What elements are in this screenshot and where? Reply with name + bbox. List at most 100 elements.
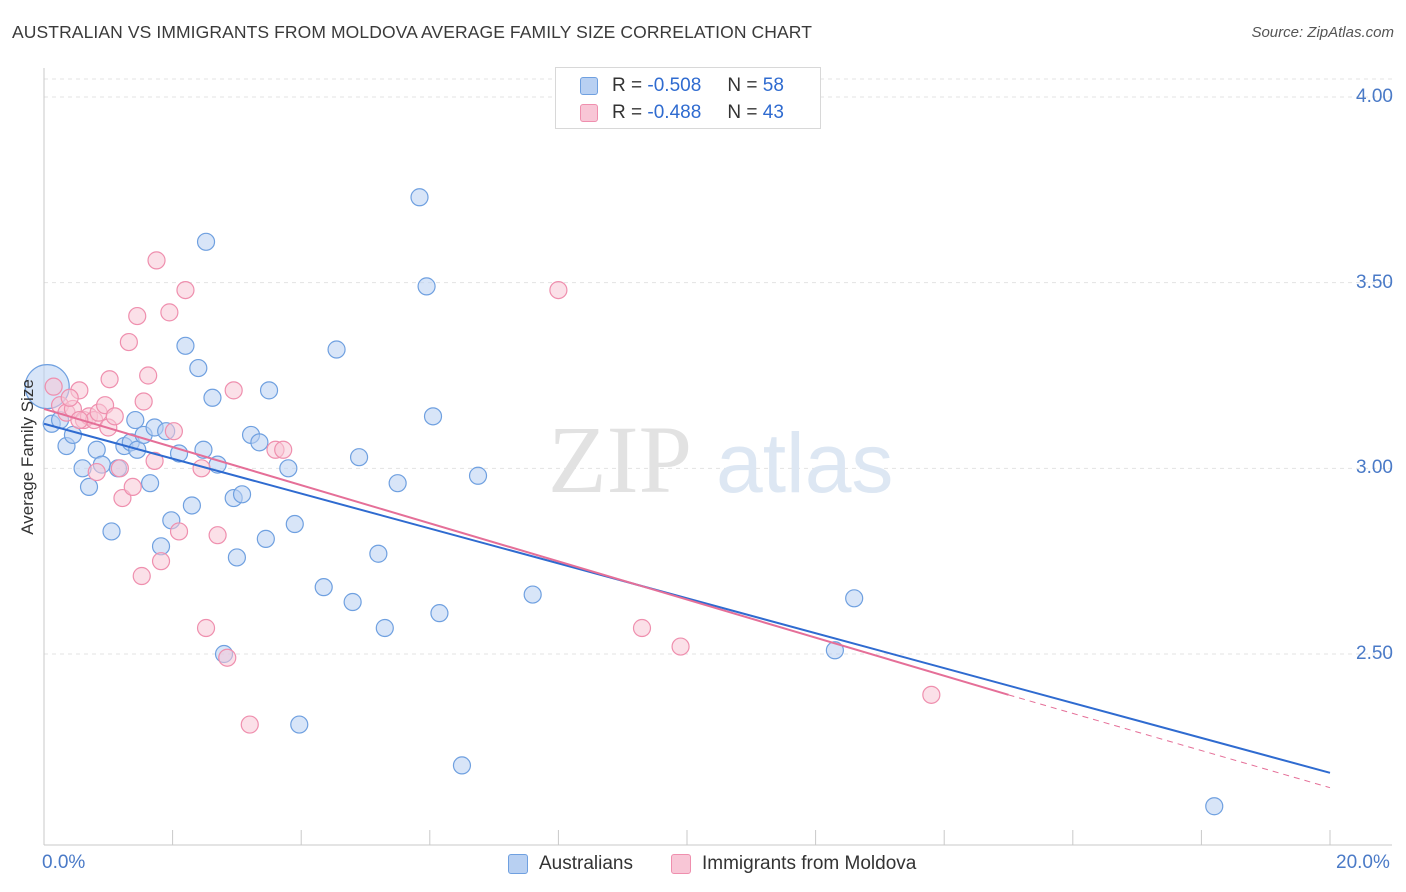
point-australians bbox=[417, 277, 436, 296]
point-moldova bbox=[147, 251, 166, 270]
point-australians bbox=[182, 496, 201, 515]
legend-r-label: R = bbox=[612, 102, 643, 123]
legend-swatch-pink bbox=[580, 104, 598, 122]
data-points bbox=[24, 188, 1224, 816]
point-moldova bbox=[132, 566, 151, 586]
gridlines bbox=[44, 78, 1392, 655]
trend-line-moldova bbox=[43, 407, 1009, 696]
watermark: ZIP atlas bbox=[548, 406, 893, 513]
legend-r-value: -0.508 bbox=[647, 75, 702, 96]
point-moldova bbox=[164, 422, 183, 441]
point-australians bbox=[285, 514, 304, 534]
point-australians bbox=[845, 589, 864, 608]
point-australians bbox=[349, 448, 369, 467]
legend-swatch-blue bbox=[580, 77, 598, 95]
point-australians bbox=[343, 592, 362, 612]
legend-r-value: -0.488 bbox=[647, 102, 702, 123]
point-moldova bbox=[274, 440, 293, 459]
point-moldova bbox=[196, 618, 216, 638]
point-australians bbox=[430, 604, 449, 623]
trend-lines bbox=[43, 407, 1331, 789]
point-moldova bbox=[100, 370, 119, 389]
point-australians bbox=[279, 459, 298, 478]
point-australians bbox=[140, 474, 160, 493]
point-australians bbox=[189, 358, 208, 378]
point-australians bbox=[196, 232, 216, 251]
point-moldova bbox=[151, 552, 171, 571]
point-moldova bbox=[224, 381, 243, 400]
point-moldova bbox=[218, 648, 237, 667]
legend-row-australians: R = -0.508 N = 58 bbox=[580, 74, 784, 98]
point-australians bbox=[314, 578, 333, 597]
axes bbox=[43, 68, 1392, 846]
y-tick-label: 3.00 bbox=[1356, 457, 1393, 479]
point-australians bbox=[290, 715, 309, 734]
point-australians bbox=[79, 477, 99, 496]
legend-n-value: 43 bbox=[762, 102, 784, 123]
legend-row-moldova: R = -0.488 N = 43 bbox=[580, 101, 784, 125]
point-moldova bbox=[60, 388, 79, 407]
watermark-zip: ZIP bbox=[548, 406, 692, 513]
point-moldova bbox=[632, 618, 652, 638]
point-moldova bbox=[113, 488, 132, 508]
point-moldova bbox=[123, 477, 142, 496]
point-australians bbox=[176, 336, 195, 355]
bottom-legend-australians[interactable]: Australians bbox=[508, 853, 633, 875]
bottom-legend-moldova[interactable]: Immigrants from Moldova bbox=[671, 853, 916, 875]
point-australians bbox=[259, 381, 279, 400]
y-tick-label: 2.50 bbox=[1356, 643, 1393, 664]
point-australians bbox=[423, 407, 443, 426]
point-moldova bbox=[139, 366, 158, 385]
legend-swatch-pink bbox=[671, 854, 691, 874]
point-australians bbox=[369, 544, 388, 563]
trend-line-australians bbox=[43, 422, 1331, 774]
legend-swatch-blue bbox=[508, 854, 528, 874]
point-moldova bbox=[176, 280, 195, 300]
x-tick-label-max: 20.0% bbox=[1336, 852, 1390, 873]
watermark-atlas: atlas bbox=[716, 416, 893, 510]
y-axis-label: Average Family Size bbox=[18, 379, 37, 535]
x-tick-marks bbox=[43, 830, 1331, 845]
trend-line-moldova-extension bbox=[1008, 694, 1331, 789]
legend-n-label: N = bbox=[727, 75, 758, 96]
x-tick-label-min: 0.0% bbox=[42, 852, 86, 873]
y-tick-label: 3.50 bbox=[1356, 271, 1393, 293]
point-moldova bbox=[671, 637, 690, 656]
bottom-legend-label: Australians bbox=[539, 853, 633, 874]
legend-n-value: 58 bbox=[762, 75, 784, 96]
point-moldova bbox=[549, 280, 568, 300]
point-australians bbox=[327, 340, 346, 359]
point-moldova bbox=[119, 332, 138, 352]
point-australians bbox=[102, 522, 121, 541]
point-australians bbox=[825, 641, 844, 660]
point-moldova bbox=[87, 462, 106, 482]
point-australians bbox=[250, 433, 269, 452]
point-moldova bbox=[128, 306, 147, 326]
point-australians bbox=[410, 188, 429, 207]
point-australians bbox=[375, 618, 394, 638]
point-moldova bbox=[134, 392, 153, 411]
point-moldova bbox=[110, 459, 129, 478]
bottom-legend-label: Immigrants from Moldova bbox=[702, 853, 917, 874]
legend-n-label: N = bbox=[727, 102, 758, 123]
point-moldova bbox=[160, 303, 179, 322]
y-tick-label: 4.00 bbox=[1356, 86, 1393, 107]
point-australians bbox=[126, 410, 145, 430]
chart-title: AUSTRALIAN VS IMMIGRANTS FROM MOLDOVA AV… bbox=[12, 22, 812, 42]
point-moldova bbox=[208, 526, 227, 545]
point-moldova bbox=[169, 522, 189, 541]
point-australians bbox=[232, 485, 252, 504]
point-australians bbox=[468, 466, 488, 485]
point-moldova bbox=[105, 407, 124, 426]
legend-r-label: R = bbox=[612, 75, 643, 96]
point-australians bbox=[227, 548, 246, 567]
point-moldova bbox=[44, 377, 63, 396]
point-australians bbox=[203, 388, 222, 407]
point-australians bbox=[1205, 797, 1224, 816]
point-moldova bbox=[145, 451, 164, 471]
point-moldova bbox=[922, 685, 941, 704]
source-label: Source: ZipAtlas.com bbox=[1251, 24, 1394, 41]
stats-legend: R = -0.508 N = 58 R = -0.488 N = 43 bbox=[555, 67, 821, 129]
point-australians bbox=[388, 474, 407, 493]
